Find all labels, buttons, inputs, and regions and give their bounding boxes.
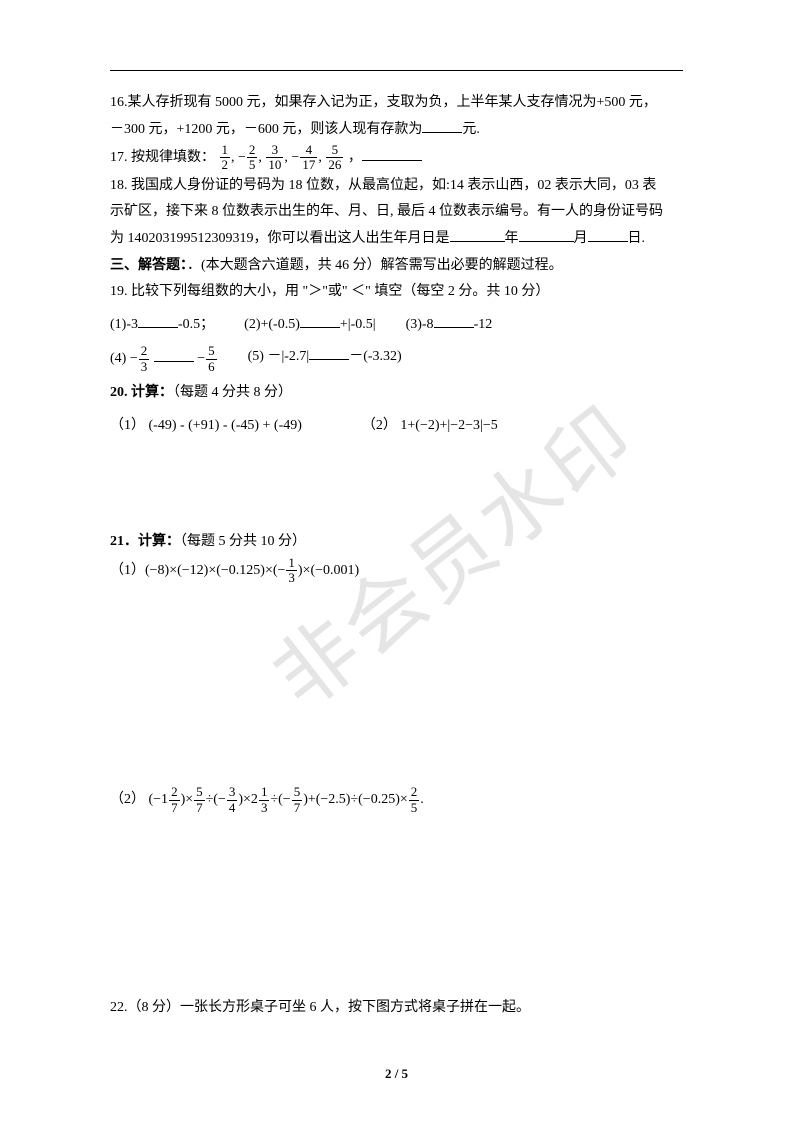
q21-head: 21．计算：（每题 5 分共 10 分） (110, 529, 683, 556)
q19-i3: (3)-8-12 (406, 312, 493, 339)
page-footer: 2 / 5 (0, 1062, 793, 1087)
q19-i5: (5) －|-2.7|－(-3.32) (248, 344, 402, 374)
q16-text-b: －300 元，+1200 元，－600 元，则该人现有存款为 (110, 122, 422, 137)
q17-frac-3: 417 (300, 143, 317, 173)
q19-row1: (1)-3-0.5； (2)+(-0.5)+|-0.5| (3)-8-12 (110, 312, 683, 339)
sec3-title: 三、解答题： (110, 258, 187, 273)
q18-blank-month[interactable] (519, 228, 574, 242)
q21-i2: （2） (−127)×57÷(−34)×213÷(−57)+(−2.5)÷(−0… (110, 785, 683, 815)
q16-line1: 16.某人存折现有 5000 元，如果存入记为正，支取为负，上半年某人支存情况为… (110, 90, 683, 117)
sec3: 三、解答题：．(本大题含六道题，共 46 分）解答需写出必要的解题过程。 (110, 253, 683, 280)
page-content: 16.某人存折现有 5000 元，如果存入记为正，支取为负，上半年某人支存情况为… (110, 90, 683, 1022)
q22: 22.（8 分）一张长方形桌子可坐 6 人，按下图方式将桌子拼在一起。 (110, 995, 683, 1022)
q16-text-c: 元. (462, 122, 480, 137)
q17-frac-4: 526 (326, 143, 343, 173)
q19-head: 19. 比较下列每组数的大小，用 "＞"或" ＜" 填空（每空 2 分。共 10… (110, 279, 683, 306)
q17: 17. 按规律填数： 12, −25, 310, −417, 526 ， (110, 143, 683, 173)
q17-frac-1: 25 (247, 143, 258, 173)
q18-l1: 18. 我国成人身份证的号码为 18 位数，从最高位起，如:14 表示山西，02… (110, 173, 683, 200)
q20-i2: （2） 1+(−2)+|−2−3|−5 (362, 413, 498, 440)
q19-blank-5[interactable] (309, 346, 349, 360)
q20-items: （1） (-49) - (+91) - (-45) + (-49) （2） 1+… (110, 413, 683, 440)
q20-head: 20. 计算：（每题 4 分共 8 分） (110, 380, 683, 407)
top-rule (110, 70, 683, 71)
q19-blank-1[interactable] (138, 314, 178, 328)
sec3-note: ．(本大题含六道题，共 46 分）解答需写出必要的解题过程。 (187, 258, 563, 273)
q18-blank-year[interactable] (450, 228, 505, 242)
q20-i1: （1） (-49) - (+91) - (-45) + (-49) (110, 413, 302, 440)
q19-blank-4[interactable] (154, 348, 194, 362)
q21-i1: （1）(−8)×(−12)×(−0.125)×(−13)×(−0.001) (110, 556, 683, 586)
q18-blank-day[interactable] (588, 228, 628, 242)
q19-i2: (2)+(-0.5)+|-0.5| (244, 312, 375, 339)
q19-i4: (4) −23 −56 (110, 344, 218, 374)
q17-frac-0: 12 (220, 143, 231, 173)
q18-l3: 为 140203199512309319，你可以看出这人出生年月日是年月日. (110, 226, 683, 253)
q19-row2: (4) −23 −56 (5) －|-2.7|－(-3.32) (110, 344, 683, 374)
q19-blank-3[interactable] (434, 314, 474, 328)
q19-i1: (1)-3-0.5； (110, 312, 214, 339)
q16-line2: －300 元，+1200 元，－600 元，则该人现有存款为 元. (110, 117, 683, 144)
q16-blank[interactable] (422, 119, 462, 133)
q19-blank-2[interactable] (300, 314, 340, 328)
q17-blank[interactable] (362, 147, 422, 161)
q17-frac-2: 310 (266, 143, 283, 173)
q17-label: 17. 按规律填数： (110, 150, 215, 165)
q18-l2: 示矿区，接下来 8 位数表示出生的年、月、日, 最后 4 位数表示编号。有一人的… (110, 199, 683, 226)
